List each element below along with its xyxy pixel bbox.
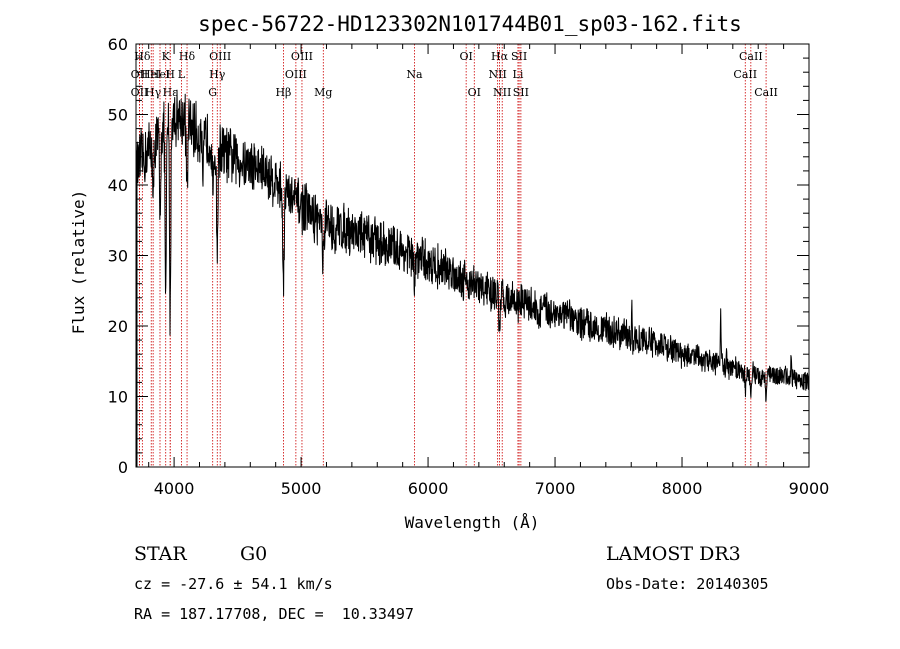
line-marker-label: NII	[493, 86, 511, 99]
line-marker-label: Mg	[314, 86, 332, 99]
survey-name: LAMOST DR3	[606, 543, 741, 565]
line-marker-label: K	[162, 50, 171, 63]
x-tick-label: 6000	[408, 479, 449, 498]
x-tick-label: 9000	[789, 479, 830, 498]
line-marker-label: OI	[468, 86, 481, 99]
object-subclass: G0	[240, 543, 267, 565]
line-marker-label: Hγ	[145, 86, 162, 99]
line-marker-label: L	[178, 68, 186, 81]
plot-frame	[135, 43, 810, 468]
spectrum-line	[135, 89, 810, 402]
line-marker-label: Hα	[491, 50, 509, 63]
x-tick-label: 4000	[154, 479, 195, 498]
line-marker-label: OIII	[285, 68, 307, 81]
y-tick-label: 50	[108, 106, 128, 125]
y-tick-label: 10	[108, 388, 128, 407]
y-tick-label: 20	[108, 317, 128, 336]
x-tick-label: 8000	[662, 479, 703, 498]
line-marker-label: Li	[513, 68, 524, 81]
chart-title: spec-56722-HD123302N101744B01_sp03-162.f…	[198, 12, 742, 36]
y-tick-label: 40	[108, 176, 128, 195]
line-marker-label: CaII	[733, 68, 757, 81]
x-tick-label: 5000	[281, 479, 322, 498]
x-axis-label: Wavelength (Å)	[405, 513, 540, 532]
line-marker-label: OIII	[209, 50, 231, 63]
line-marker-label: HeI	[141, 68, 161, 81]
y-tick-label: 0	[118, 458, 128, 477]
y-axis-label: Flux (relative)	[69, 190, 88, 335]
line-marker-label: Na	[406, 68, 423, 81]
line-marker-label: OII	[131, 86, 149, 99]
line-marker-label: Hβ	[275, 86, 291, 99]
line-marker-label: Hδ	[134, 50, 151, 63]
line-marker-label: OIII	[291, 50, 313, 63]
y-tick-label: 60	[108, 35, 128, 54]
obs-date: Obs-Date: 20140305	[606, 575, 769, 593]
axis-ticks: 4000 5000 6000 7000 8000 9000 0 10 20 30 40 50 60	[108, 35, 830, 498]
coordinates: RA = 187.17708, DEC = 10.33497	[134, 605, 414, 623]
line-marker-label: CaII	[739, 50, 763, 63]
x-tick-label: 7000	[535, 479, 576, 498]
line-marker-label: Hγ	[209, 68, 226, 81]
line-marker-label: OI	[459, 50, 472, 63]
object-class: STAR	[134, 543, 187, 565]
line-marker-label: NII	[488, 68, 506, 81]
line-marker-label: G	[208, 86, 217, 99]
line-marker-label: H	[165, 68, 175, 81]
redshift-readout: cz = -27.6 ± 54.1 km/s	[134, 575, 333, 593]
line-marker-label: SII	[513, 86, 529, 99]
spectrum-series	[135, 89, 810, 467]
y-tick-label: 30	[108, 247, 128, 266]
line-marker-label: Hδ	[179, 50, 196, 63]
line-marker-label: HeI	[150, 68, 170, 81]
line-marker-label: SII	[511, 50, 527, 63]
line-marker-label: CaII	[754, 86, 778, 99]
